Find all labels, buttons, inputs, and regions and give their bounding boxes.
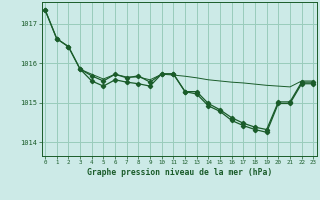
X-axis label: Graphe pression niveau de la mer (hPa): Graphe pression niveau de la mer (hPa)	[87, 168, 272, 177]
